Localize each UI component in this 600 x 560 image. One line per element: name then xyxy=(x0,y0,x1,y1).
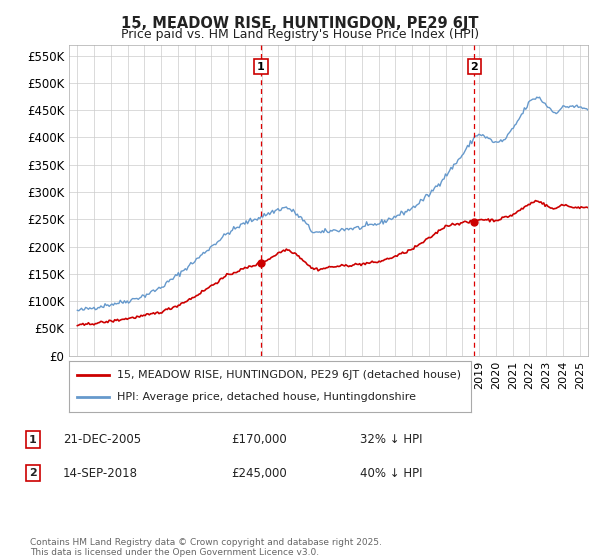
Text: 1: 1 xyxy=(29,435,37,445)
Text: HPI: Average price, detached house, Huntingdonshire: HPI: Average price, detached house, Hunt… xyxy=(117,393,416,403)
Text: 2: 2 xyxy=(470,62,478,72)
Text: 14-SEP-2018: 14-SEP-2018 xyxy=(63,466,138,480)
Text: 2: 2 xyxy=(29,468,37,478)
Text: £170,000: £170,000 xyxy=(231,433,287,446)
Text: 1: 1 xyxy=(257,62,265,72)
Text: Contains HM Land Registry data © Crown copyright and database right 2025.
This d: Contains HM Land Registry data © Crown c… xyxy=(30,538,382,557)
Text: 40% ↓ HPI: 40% ↓ HPI xyxy=(360,466,422,480)
Text: 32% ↓ HPI: 32% ↓ HPI xyxy=(360,433,422,446)
Text: Price paid vs. HM Land Registry's House Price Index (HPI): Price paid vs. HM Land Registry's House … xyxy=(121,28,479,41)
Text: 15, MEADOW RISE, HUNTINGDON, PE29 6JT: 15, MEADOW RISE, HUNTINGDON, PE29 6JT xyxy=(121,16,479,31)
Text: £245,000: £245,000 xyxy=(231,466,287,480)
Text: 21-DEC-2005: 21-DEC-2005 xyxy=(63,433,141,446)
Text: 15, MEADOW RISE, HUNTINGDON, PE29 6JT (detached house): 15, MEADOW RISE, HUNTINGDON, PE29 6JT (d… xyxy=(117,370,461,380)
